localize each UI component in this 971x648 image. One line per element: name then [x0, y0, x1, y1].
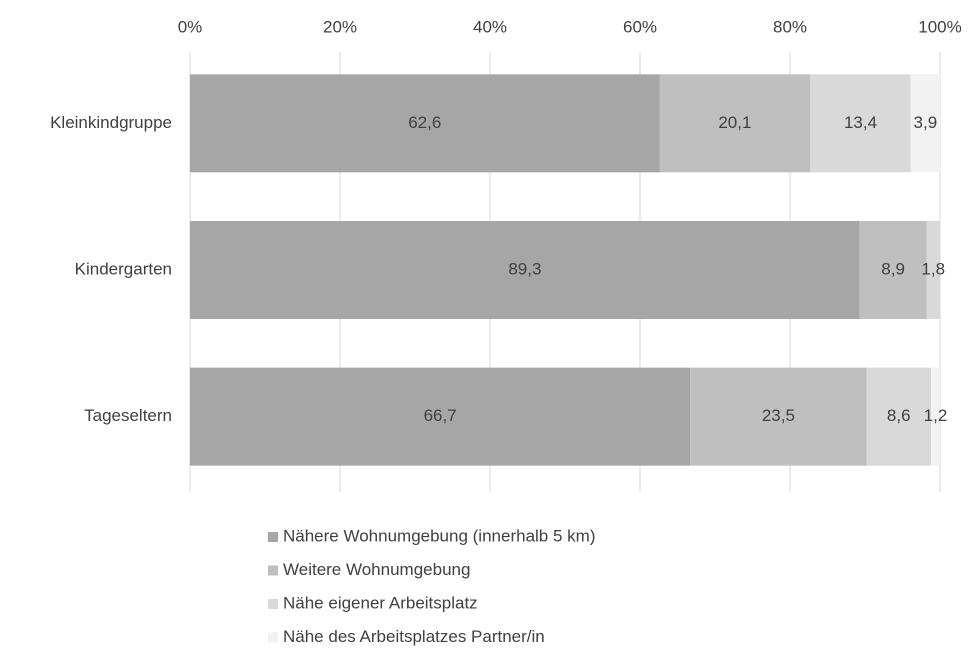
y-tick-label: Kleinkindgruppe [50, 113, 172, 132]
legend-marker [268, 532, 278, 542]
legend-marker [268, 632, 278, 643]
data-label: 1,2 [924, 406, 948, 425]
x-tick-label: 100% [918, 17, 961, 36]
bar-segment [190, 367, 691, 466]
legend-label: Nähe eigener Arbeitsplatz [283, 593, 478, 612]
legend-marker [268, 599, 278, 609]
data-label: 62,6 [408, 113, 441, 132]
x-tick-label: 0% [178, 17, 203, 36]
bar-segment [190, 221, 860, 319]
bar-segment [810, 74, 911, 173]
data-label: 66,7 [424, 406, 457, 425]
bar-segment [859, 221, 927, 319]
bar-segment [190, 74, 660, 173]
legend-label: Weitere Wohnumgebung [283, 560, 470, 579]
x-tick-label: 20% [323, 17, 357, 36]
legend-label: Nähe des Arbeitsplatzes Partner/in [283, 627, 545, 646]
y-tick-label: Kindergarten [75, 259, 172, 278]
y-tick-label: Tageseltern [84, 406, 172, 425]
data-label: 89,3 [508, 259, 541, 278]
data-label: 8,6 [887, 406, 911, 425]
bar-segment [910, 74, 940, 173]
bar-segment [659, 74, 811, 173]
legend-marker [268, 565, 278, 576]
data-label: 3,9 [914, 113, 938, 132]
data-label: 23,5 [762, 406, 795, 425]
bar-segment [866, 367, 931, 466]
bar-segment [931, 367, 940, 466]
bar-segment [690, 367, 867, 466]
data-label: 1,8 [921, 259, 945, 278]
x-tick-label: 80% [773, 17, 807, 36]
bar-segment [926, 221, 940, 319]
x-tick-label: 40% [473, 17, 507, 36]
data-label: 8,9 [881, 259, 905, 278]
legend-label: Nähere Wohnumgebung (innerhalb 5 km) [283, 526, 595, 545]
data-label: 20,1 [718, 113, 751, 132]
x-tick-label: 60% [623, 17, 657, 36]
data-label: 13,4 [844, 113, 877, 132]
